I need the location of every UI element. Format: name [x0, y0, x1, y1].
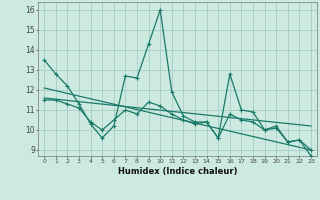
X-axis label: Humidex (Indice chaleur): Humidex (Indice chaleur)	[118, 167, 237, 176]
